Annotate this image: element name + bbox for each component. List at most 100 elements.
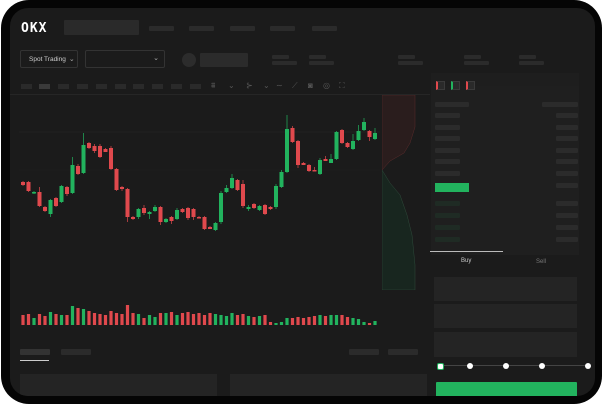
candle-body: [175, 210, 179, 219]
orderbook-both-icon[interactable]: [436, 81, 445, 90]
slider-stop[interactable]: [539, 363, 545, 369]
nav-item[interactable]: [270, 26, 295, 31]
orderbook-ask-row-size[interactable]: [556, 148, 578, 153]
volume-bar: [334, 315, 339, 325]
chevron-down-icon[interactable]: ⌄: [263, 81, 270, 90]
orderbook-bid-row-size[interactable]: [556, 201, 578, 206]
volume-bar: [54, 314, 58, 325]
timeframe-button[interactable]: [190, 84, 201, 89]
candle-body: [158, 207, 163, 222]
orderbook-ask-row-size[interactable]: [556, 113, 578, 118]
timeframe-button[interactable]: [152, 84, 163, 89]
slider-stop[interactable]: [585, 363, 591, 369]
volume-bar: [164, 313, 168, 325]
orderbook-bid-row-price[interactable]: [435, 213, 460, 218]
candle-body: [164, 219, 168, 222]
buy-button[interactable]: [436, 382, 577, 396]
stat-label: [398, 55, 415, 59]
tab-sell[interactable]: Sell: [536, 259, 547, 265]
candle-body: [252, 204, 256, 208]
nav-item[interactable]: [312, 26, 337, 31]
orderbook-bid-row-price[interactable]: [435, 225, 460, 230]
ruler-icon[interactable]: ⟋: [292, 81, 298, 90]
market-type-label: Spot Trading: [29, 55, 66, 63]
candle-body: [351, 141, 355, 149]
total-input[interactable]: [434, 332, 577, 357]
timeframe-button[interactable]: [96, 84, 107, 89]
candle-body: [98, 146, 102, 157]
tab-order-history[interactable]: [61, 349, 91, 355]
orderbook-ask-row-price[interactable]: [435, 171, 460, 176]
orderbook-ask-row-price[interactable]: [435, 136, 460, 141]
slider-stop[interactable]: [503, 363, 509, 369]
candle-body: [312, 170, 317, 172]
orderbook-ask-row-size[interactable]: [556, 125, 578, 130]
timeframe-button[interactable]: [77, 84, 88, 89]
nav-item[interactable]: [189, 26, 214, 31]
orderbook-bid-row-size[interactable]: [556, 237, 578, 242]
orderbook-ask-row-size[interactable]: [556, 136, 578, 141]
candle-type-icon[interactable]: ⩩: [211, 81, 216, 90]
volume-bar: [208, 313, 212, 325]
timeframe-button[interactable]: [133, 84, 144, 89]
amount-input[interactable]: [434, 304, 577, 328]
orderbook-ask-row-price[interactable]: [435, 125, 460, 130]
price-input[interactable]: [434, 277, 577, 301]
camera-icon[interactable]: ◙: [308, 81, 313, 90]
volume-bar: [21, 315, 25, 325]
orderbook-asks-icon[interactable]: [466, 81, 475, 90]
candle-body: [334, 132, 339, 159]
slider-handle[interactable]: [437, 363, 444, 370]
orderbook-bids-icon[interactable]: [451, 81, 460, 90]
timeframe-button-active[interactable]: [39, 84, 50, 89]
okx-logo[interactable]: OKX: [21, 21, 48, 36]
volume-bar: [279, 322, 284, 325]
orderbook-bid-row-size[interactable]: [556, 225, 578, 230]
volume-bar: [235, 315, 240, 325]
orderbook-ask-row-price[interactable]: [435, 113, 460, 118]
orderbook-ask-row-size[interactable]: [556, 171, 578, 176]
app-screen: OKX Spot Trading ⌄ ⌄ ⩩ ⌄ ⊱ ⌄ ∼ ⟋ ◙ ◎ ⛶: [10, 8, 595, 396]
orderbook-ask-row-size[interactable]: [556, 183, 578, 188]
tab-open-orders[interactable]: [20, 349, 50, 355]
volume-bar: [290, 318, 295, 325]
tab-buy[interactable]: Buy: [461, 258, 472, 264]
candle-body: [81, 145, 86, 173]
filter-button[interactable]: [349, 349, 379, 355]
orderbook-ask-row-price[interactable]: [435, 148, 460, 153]
timeframe-button[interactable]: [171, 84, 182, 89]
timeframe-button[interactable]: [115, 84, 126, 89]
pair-dropdown[interactable]: ⌄: [85, 50, 165, 68]
slider-track[interactable]: [440, 365, 590, 366]
settings-icon[interactable]: ◎: [323, 81, 330, 90]
timeframe-button[interactable]: [58, 84, 69, 89]
orderbook-col-price: [435, 102, 469, 107]
candle-body: [48, 200, 53, 214]
candle-body: [191, 209, 196, 217]
slider-stop[interactable]: [467, 363, 473, 369]
candle-body: [241, 184, 245, 206]
indicator-icon[interactable]: ⊱: [246, 81, 253, 90]
fullscreen-icon[interactable]: ⛶: [339, 81, 345, 90]
market-type-dropdown[interactable]: Spot Trading ⌄: [20, 50, 78, 68]
candlestick-chart[interactable]: [10, 8, 430, 338]
chevron-down-icon[interactable]: ⌄: [228, 81, 235, 90]
orderbook-bid-row-price[interactable]: [435, 201, 460, 206]
filter-button[interactable]: [388, 349, 418, 355]
orderbook-bid-row-size[interactable]: [556, 213, 578, 218]
candle-body: [301, 163, 306, 165]
candle-body: [76, 166, 80, 174]
nav-item[interactable]: [149, 26, 174, 31]
orderbook-bid-row-price[interactable]: [435, 237, 460, 242]
volume-bar: [219, 315, 223, 325]
search-bar[interactable]: [64, 20, 139, 35]
candle-body: [356, 131, 361, 140]
stat-value: [398, 61, 423, 65]
stat-value: [519, 61, 544, 65]
orderbook-ask-row-size[interactable]: [556, 159, 578, 164]
nav-item[interactable]: [230, 26, 255, 31]
orderbook-ask-row-price[interactable]: [435, 159, 460, 164]
draw-line-icon[interactable]: ∼: [276, 81, 283, 90]
timeframe-button[interactable]: [21, 84, 32, 89]
candle-body: [136, 209, 141, 217]
